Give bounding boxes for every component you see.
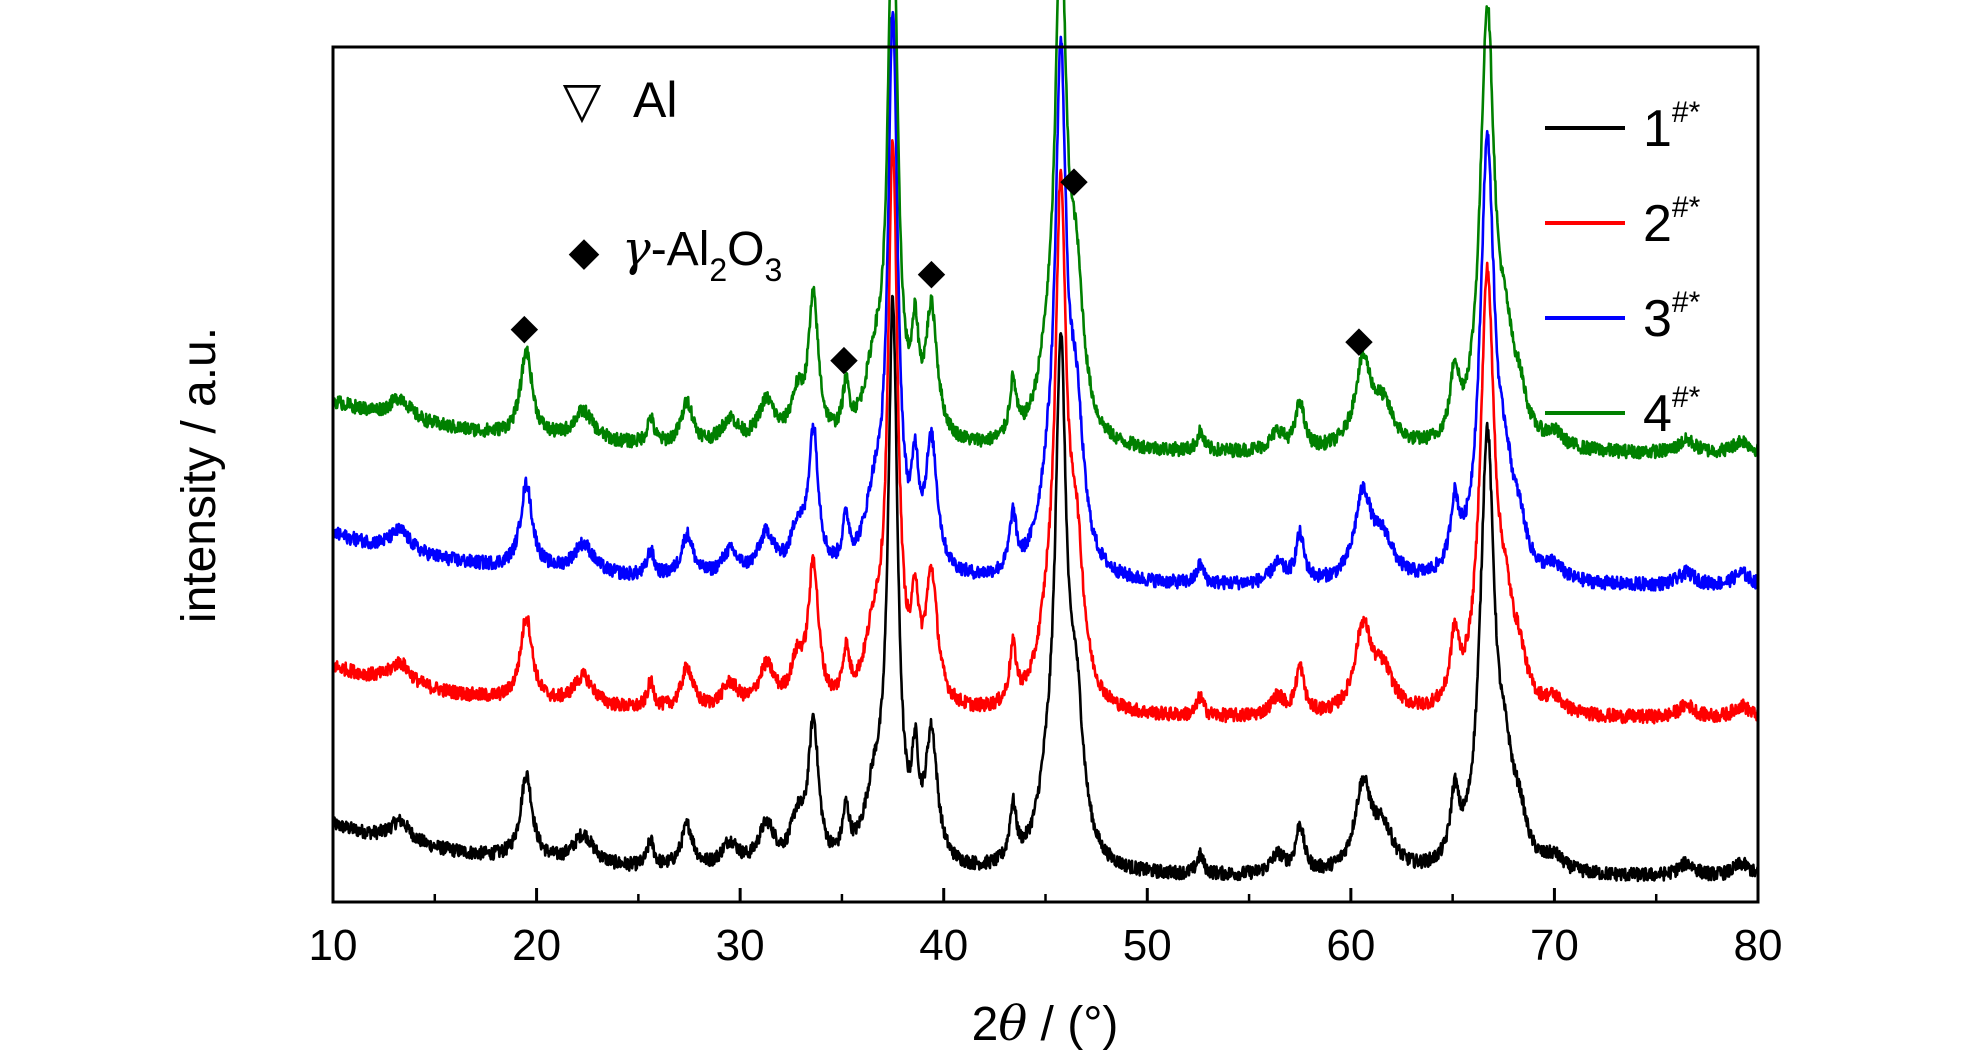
x-axis-title-suffix: / (°) [1027, 998, 1118, 1051]
plot-frame [331, 45, 1760, 904]
x-axis-title: 2θ / (°) [972, 996, 1119, 1052]
legend-label-2: 2#* [1643, 191, 1701, 253]
al-legend-symbol: ▽ [563, 72, 602, 128]
series-traces [331, 0, 1760, 883]
legend-entry-1: 1#* [1545, 96, 1701, 158]
gamma-sub-2: 2 [709, 252, 727, 288]
al-legend-entry: ▽ Al [563, 72, 678, 128]
x-tick-label-60: 60 [1326, 921, 1375, 970]
gamma-symbol: γ [622, 221, 651, 277]
legend-entry-3: 3#* [1545, 286, 1701, 348]
x-tick-label-10: 10 [309, 921, 358, 970]
gamma-text-o: O [727, 223, 764, 276]
x-tick-label-20: 20 [512, 921, 561, 970]
gamma-alumina-peak-marker-icon: ◆ [1345, 318, 1373, 359]
x-axis-title-theta: θ [998, 996, 1027, 1052]
series-line-1 [331, 294, 1760, 883]
legend-entry-4: 4#* [1545, 381, 1701, 443]
gamma-alumina-legend-symbol: ◆ [569, 230, 600, 274]
gamma-alumina-peak-marker-icon: ◆ [830, 337, 858, 378]
series-line-2 [331, 139, 1760, 725]
x-tick-label-70: 70 [1530, 921, 1579, 970]
x-tick-label-40: 40 [919, 921, 968, 970]
series-legend: 1#* 2#* 3#* 4#* [1545, 96, 1701, 443]
al-legend-text: Al [633, 72, 677, 128]
x-axis-title-prefix: 2 [972, 998, 999, 1051]
legend-label-1: 1#* [1643, 96, 1701, 158]
gamma-alumina-legend-entry: ◆ γ-Al2O3 [569, 221, 783, 288]
x-axis: 10 20 30 40 50 60 70 80 [309, 888, 1783, 970]
series-line-3 [331, 10, 1760, 592]
gamma-alumina-legend-text: γ-Al2O3 [622, 221, 782, 288]
gamma-alumina-peak-marker-icon: ◆ [511, 306, 539, 347]
y-axis-title: intensity / a.u. [173, 327, 226, 623]
x-tick-label-80: 80 [1734, 921, 1783, 970]
gamma-text-al: -Al [651, 223, 710, 276]
peak-markers: ▽▽▽◆◆◆◆◆ [511, 159, 1374, 378]
gamma-alumina-peak-marker-icon: ◆ [1060, 159, 1088, 200]
gamma-sub-3: 3 [765, 252, 783, 288]
x-tick-label-30: 30 [716, 921, 765, 970]
legend-label-4: 4#* [1643, 381, 1701, 443]
gamma-alumina-peak-marker-icon: ◆ [918, 251, 946, 292]
series-line-4 [331, 0, 1759, 460]
legend-entry-2: 2#* [1545, 191, 1701, 253]
legend-label-3: 3#* [1643, 286, 1701, 348]
x-tick-label-50: 50 [1123, 921, 1172, 970]
